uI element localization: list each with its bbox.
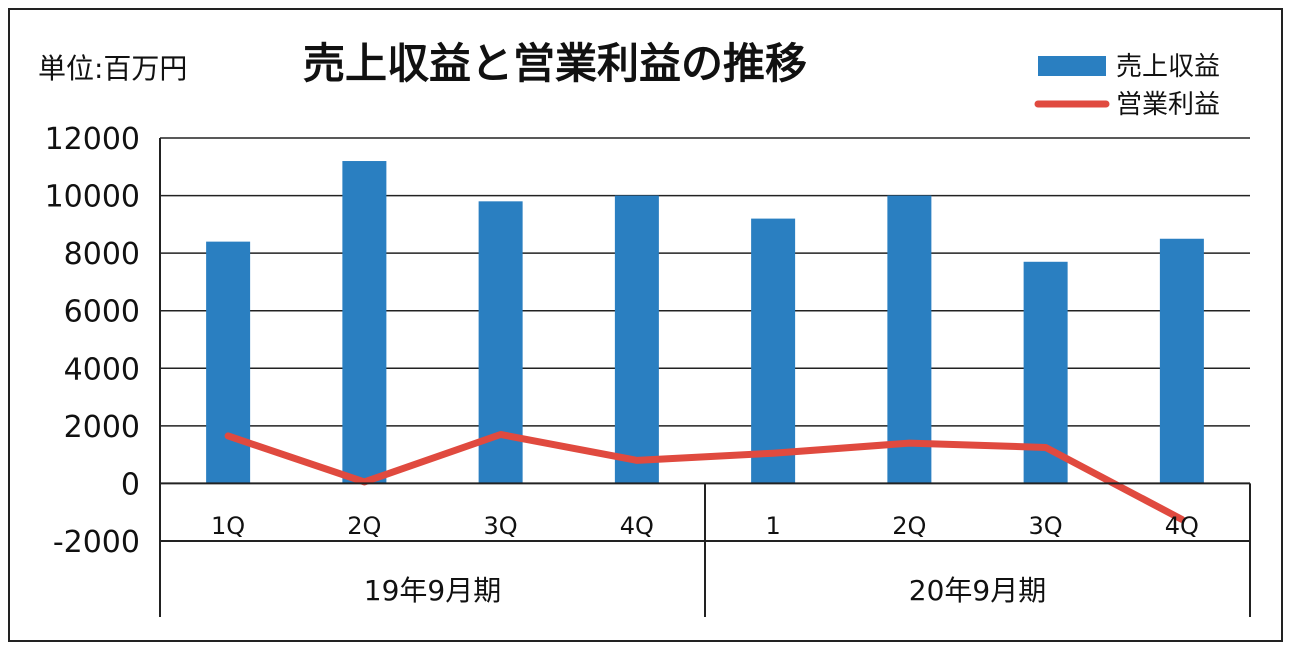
- line-point: [499, 433, 502, 436]
- y-tick-label: 4000: [64, 352, 140, 387]
- axes: 12000 10000 8000 6000 4000 2000 0 -2000 1Q 2Q 3Q 4Q…: [45, 122, 1251, 617]
- bar: [1159, 238, 1204, 484]
- y-tick-label: 8000: [64, 237, 140, 272]
- y-tick-label: -2000: [53, 525, 140, 560]
- legend-label-bar: 売上収益: [1116, 52, 1220, 82]
- category-label: 2Q: [347, 512, 381, 540]
- line-point: [772, 452, 775, 455]
- line-operating-profit: [224, 430, 1186, 523]
- category-label: 3Q: [484, 512, 518, 540]
- group-label: 20年9月期: [909, 574, 1046, 607]
- line-point: [635, 459, 638, 462]
- bar: [342, 161, 387, 484]
- line-point: [227, 434, 230, 437]
- line-series: [224, 430, 1186, 523]
- legend-label-line: 営業利益: [1116, 90, 1220, 120]
- unit-label: 単位:百万円: [38, 52, 187, 85]
- y-tick-label: 12000: [45, 122, 140, 157]
- category-label: 3Q: [1029, 512, 1063, 540]
- line-point: [1044, 446, 1047, 449]
- category-label: 2Q: [892, 512, 926, 540]
- legend-swatch-bar: [1038, 56, 1106, 76]
- bar: [206, 241, 251, 484]
- bars: [206, 161, 1204, 484]
- line-point: [908, 442, 911, 445]
- bar: [614, 195, 659, 484]
- y-tick-label: 0: [121, 467, 140, 502]
- legend: 売上収益 営業利益: [1034, 52, 1220, 120]
- category-label: 4Q: [620, 512, 654, 540]
- y-tick-label: 2000: [64, 410, 140, 445]
- category-label: 1Q: [211, 512, 245, 540]
- y-tick-label: 6000: [64, 295, 140, 330]
- line-point: [1180, 518, 1183, 521]
- category-label: 4Q: [1165, 512, 1199, 540]
- chart-title: 売上収益と営業利益の推移: [303, 39, 807, 88]
- y-tick-label: 10000: [45, 180, 140, 215]
- bar: [751, 218, 796, 484]
- gridlines: [160, 137, 1250, 427]
- bar: [887, 195, 932, 484]
- category-label: 1: [765, 512, 780, 540]
- group-label: 19年9月期: [364, 574, 501, 607]
